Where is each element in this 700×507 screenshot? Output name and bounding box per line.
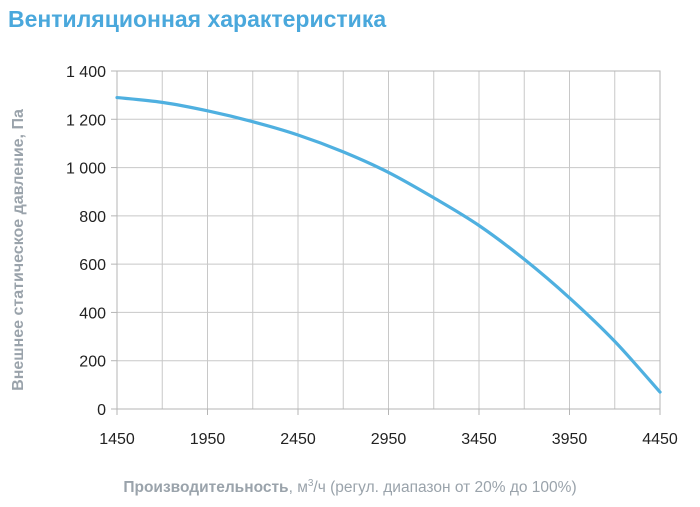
y-tick-label: 1 400 — [66, 64, 106, 81]
chart-title: Вентиляционная характеристика — [8, 6, 387, 32]
x-tick-label: 2450 — [280, 431, 316, 448]
x-axis-label-main: Производительность — [123, 479, 289, 496]
y-tick-label: 600 — [79, 257, 106, 274]
x-tick-label: 3450 — [461, 431, 497, 448]
x-tick-label: 2950 — [371, 431, 407, 448]
x-axis-label-unit-sup: 3 — [307, 478, 314, 489]
x-axis-label: Производительность, м3/ч (регул. диапазо… — [0, 478, 700, 497]
x-tick-label: 1950 — [190, 431, 226, 448]
x-axis-label-unit-suffix: /ч — [313, 479, 326, 496]
y-tick-label: 800 — [79, 209, 106, 226]
chart-plot: 0 200 400 600 800 1 000 1 200 1 400 1450 1950 2450… — [10, 64, 678, 448]
y-tick-label: 0 — [97, 402, 106, 419]
x-axis-label-unit-prefix: , м — [288, 479, 308, 496]
y-axis-label: Внешнее статическое давление, Па — [10, 109, 27, 391]
x-tick-label: 4450 — [642, 431, 678, 448]
y-tick-label: 1 000 — [66, 161, 106, 178]
y-tick-label: 200 — [79, 354, 106, 371]
y-tick-label: 1 200 — [66, 112, 106, 129]
y-tick-label: 400 — [79, 305, 106, 322]
series-line — [115, 95, 662, 394]
x-tick-label: 3950 — [552, 431, 588, 448]
x-tick-label: 1450 — [99, 431, 135, 448]
x-axis-label-note: (регул. диапазон от 20% до 100%) — [325, 479, 577, 496]
